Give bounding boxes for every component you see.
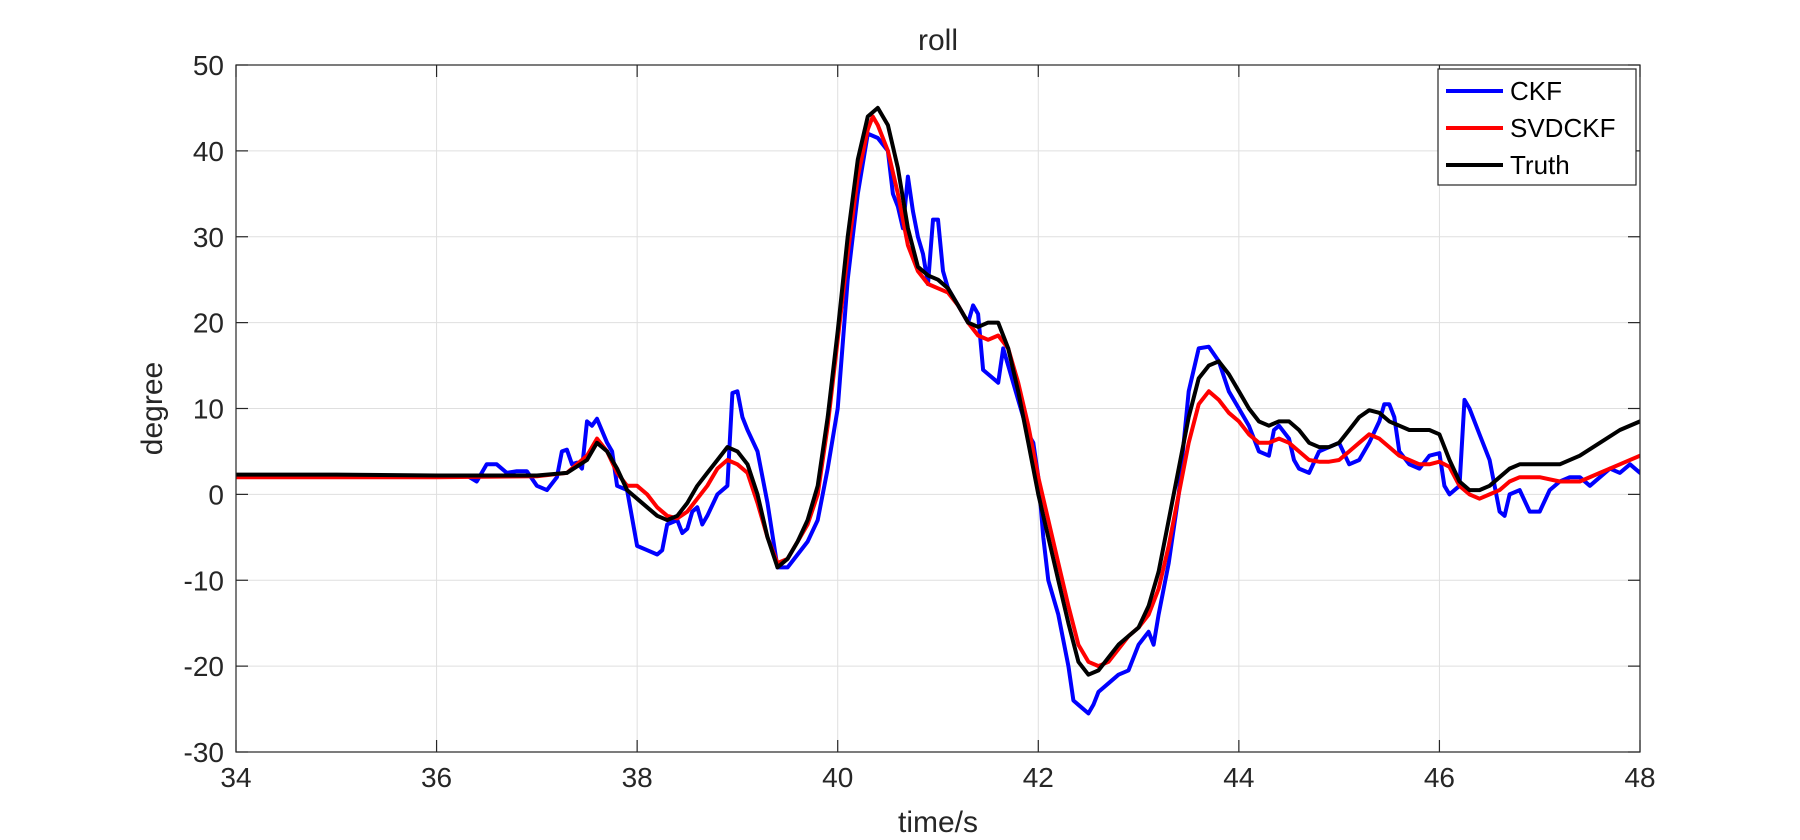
y-tick-label: 10 (193, 394, 224, 425)
plot-area (236, 105, 1640, 716)
legend-label-svdckf: SVDCKF (1510, 113, 1615, 143)
y-axis-label: degree (136, 362, 169, 455)
legend-label-truth: Truth (1510, 150, 1570, 180)
chart-title: roll (918, 24, 958, 57)
x-tick-label: 44 (1223, 762, 1254, 793)
y-tick-label: 30 (193, 222, 224, 253)
y-tick-label: 0 (208, 479, 224, 510)
y-tick-label: 40 (193, 136, 224, 167)
x-tick-label: 42 (1023, 762, 1054, 793)
x-axis-label: time/s (898, 806, 978, 839)
x-tick-label: 38 (622, 762, 653, 793)
x-tick-label: 36 (421, 762, 452, 793)
y-tick-label: 50 (193, 50, 224, 81)
y-tick-label: -10 (184, 565, 224, 596)
legend: CKF SVDCKF Truth (1437, 68, 1637, 186)
legend-label-ckf: CKF (1510, 76, 1562, 106)
x-tick-label: 40 (822, 762, 853, 793)
y-tick-label: -20 (184, 651, 224, 682)
series-line-svdckf (236, 114, 1640, 669)
tick-labels: 34 36 38 40 42 44 46 48 -30 -20 -10 0 10 20 30 40 50 (184, 50, 1656, 793)
x-tick-label: 48 (1624, 762, 1655, 793)
y-tick-label: 20 (193, 308, 224, 339)
x-tick-label: 46 (1424, 762, 1455, 793)
series-line-truth (236, 105, 1640, 677)
x-tick-label: 34 (220, 762, 251, 793)
y-tick-label: -30 (184, 737, 224, 768)
